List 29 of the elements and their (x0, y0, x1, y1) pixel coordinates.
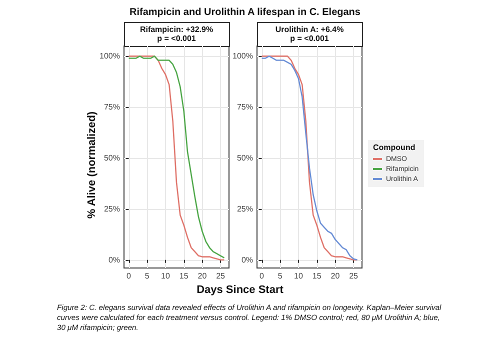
y-tick-label: 25% (236, 204, 253, 214)
y-tick-label: 0% (108, 255, 120, 264)
x-tick-label: 0 (260, 272, 265, 280)
y-tick-label: 75% (236, 102, 253, 112)
x-tick-label: 5 (144, 272, 150, 280)
x-tick-label: 10 (161, 272, 170, 280)
x-tick-label: 15 (312, 272, 322, 280)
y-tick-label: 100% (100, 52, 120, 61)
x-tick-label: 10 (294, 272, 304, 280)
x-tick-label: 5 (278, 272, 283, 280)
x-tick-label: 25 (349, 272, 359, 280)
x-tick-label: 0 (126, 272, 132, 280)
y-tick-label: 25% (104, 204, 120, 214)
y-tick-label: 100% (232, 52, 253, 61)
y-tick-label: 0% (241, 255, 253, 264)
x-tick-label: 25 (216, 272, 226, 280)
chart-subtitle: Rifampicin: +32.9% p = <0.001 (140, 25, 214, 43)
y-tick-label: 50% (104, 154, 120, 163)
y-axis-title: % Alive (normalized) (86, 111, 98, 219)
chart-title: Rifampicin and Urolithin A lifespan in C. Elegans (128, 7, 362, 18)
y-tick-label: 75% (104, 102, 120, 112)
x-tick-label: 15 (179, 272, 189, 280)
x-tick-label: 20 (330, 272, 340, 280)
line-series (261, 56, 358, 261)
chart-subtitle: Urolithin A: +6.4% p = <0.001 (275, 25, 344, 43)
x-tick-label: 20 (198, 272, 208, 280)
legend-title: Compound (373, 143, 416, 152)
y-tick-label: 50% (236, 154, 253, 163)
x-axis-title: Days Since Start (196, 284, 284, 296)
